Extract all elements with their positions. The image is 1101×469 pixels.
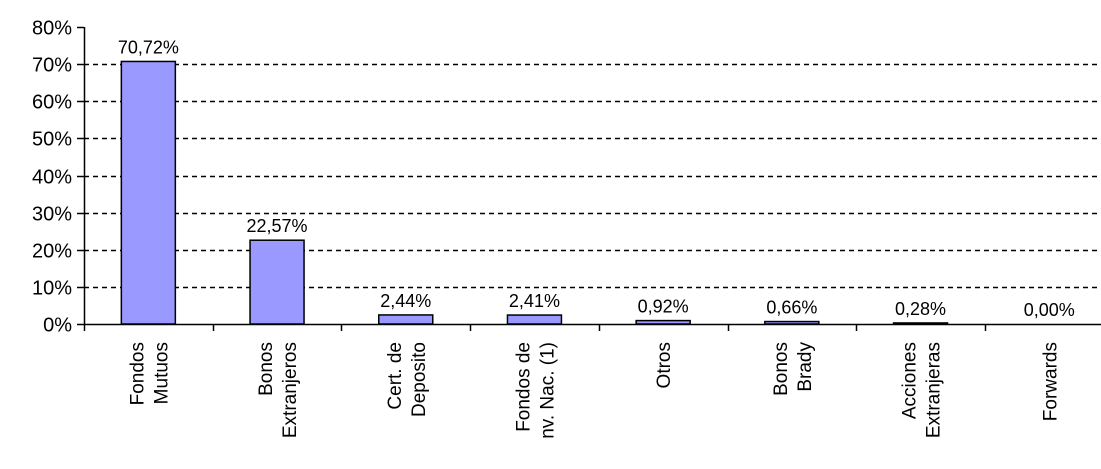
category-label-6: Acciones Extranjeras	[900, 342, 945, 438]
category-label-1-line-1: Extranjeros	[280, 342, 301, 438]
data-label-2: 2,44%	[380, 291, 431, 311]
category-label-7-line-0: Forwards	[1040, 342, 1061, 421]
category-label-7: Forwards	[1040, 342, 1061, 421]
bar-1	[249, 239, 305, 325]
y-tick-label-50: 50%	[32, 129, 72, 151]
y-tick-labels: 0% 10% 20% 30% 40% 50% 60% 70% 80%	[32, 18, 72, 337]
y-tick-label-10: 10%	[32, 278, 72, 300]
category-labels: Fondos Mutuos Bonos Extranjeros Cert. de Depo…	[127, 342, 1061, 439]
category-label-4: Otros	[654, 342, 675, 388]
data-label-0: 70,72%	[118, 37, 179, 57]
bars	[120, 60, 949, 325]
bar-5	[764, 320, 820, 325]
data-label-6: 0,28%	[895, 299, 946, 319]
category-label-0: Fondos Mutuos	[127, 342, 172, 405]
y-tick-label-0: 0%	[43, 315, 72, 337]
bar-3	[506, 314, 563, 325]
category-label-0-line-1: Mutuos	[151, 342, 172, 404]
data-label-1: 22,57%	[247, 216, 308, 236]
bar-0	[120, 60, 177, 325]
bar-4	[635, 319, 691, 325]
y-tick-label-80: 80%	[32, 18, 72, 40]
category-label-3: Fondos de nv. Nac. (1)	[513, 342, 558, 439]
category-label-5-line-0: Bonos	[771, 342, 792, 396]
category-label-6-line-0: Acciones	[900, 342, 921, 419]
data-labels: 70,72% 22,57% 2,44% 2,41% 0,92% 0,66% 0,28% 0,0…	[118, 37, 1075, 320]
axes	[77, 26, 1101, 331]
category-label-2: Cert. de Deposito	[385, 342, 430, 417]
bar-2	[378, 314, 434, 325]
category-label-5-line-1: Brady	[795, 342, 816, 392]
y-tick-label-70: 70%	[32, 55, 72, 77]
data-label-7: 0,00%	[1024, 300, 1075, 320]
category-label-2-line-0: Cert. de	[385, 342, 406, 410]
data-label-4: 0,92%	[638, 297, 689, 317]
category-label-3-line-0: Fondos de	[513, 342, 534, 432]
category-label-0-line-0: Fondos	[127, 342, 148, 405]
y-tick-label-20: 20%	[32, 241, 72, 263]
category-label-4-line-0: Otros	[654, 342, 675, 388]
category-label-2-line-1: Deposito	[409, 342, 430, 417]
y-tick-label-30: 30%	[32, 204, 72, 226]
category-label-5: Bonos Brady	[771, 342, 816, 396]
category-label-3-line-1: nv. Nac. (1)	[537, 342, 558, 439]
category-label-1: Bonos Extranjeros	[256, 342, 301, 438]
y-tick-label-40: 40%	[32, 167, 72, 189]
y-tick-label-60: 60%	[32, 92, 72, 114]
category-label-6-line-1: Extranjeras	[924, 342, 945, 438]
grid-lines	[84, 63, 1101, 289]
category-label-1-line-0: Bonos	[256, 342, 277, 396]
data-label-3: 2,41%	[509, 291, 560, 311]
data-label-5: 0,66%	[766, 298, 817, 318]
